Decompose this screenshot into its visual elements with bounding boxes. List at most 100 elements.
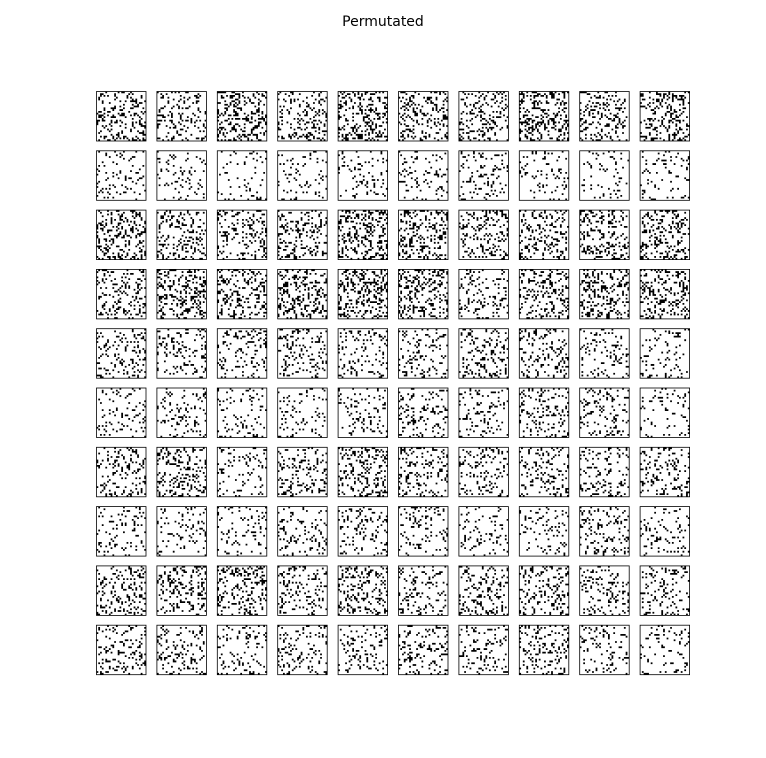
tile-pixels <box>398 565 448 616</box>
tile-frame <box>216 268 268 320</box>
tile-frame <box>518 506 570 557</box>
tile-pixels <box>579 210 630 260</box>
tile-pixels <box>156 91 207 141</box>
tile-frame <box>518 91 570 142</box>
tile-frame <box>458 328 509 379</box>
tile-pixels <box>277 625 328 675</box>
tile-frame <box>518 209 570 261</box>
tile-frame <box>277 565 328 616</box>
tile-frame <box>156 506 207 557</box>
tile-frame <box>458 446 509 498</box>
tile-pixels <box>519 269 569 319</box>
tile-frame <box>96 624 147 676</box>
tile-pixels <box>458 506 509 557</box>
tile-pixels <box>398 91 448 141</box>
tile-frame <box>156 328 207 379</box>
tile-frame <box>277 387 328 438</box>
figure-title: Permutated <box>342 14 424 30</box>
tile-frame <box>277 624 328 676</box>
tile-pixels <box>398 210 448 260</box>
tile-pixels <box>640 210 690 260</box>
tile-pixels <box>640 506 690 557</box>
tile-frame <box>398 268 449 320</box>
tile-pixels <box>640 269 690 319</box>
tile-pixels <box>156 269 207 319</box>
tile-pixels <box>640 328 690 379</box>
tile-pixels <box>277 91 328 141</box>
tile-frame <box>96 387 147 438</box>
tile-pixels <box>338 269 388 319</box>
tile-frame <box>96 268 147 320</box>
tile-frame <box>518 268 570 320</box>
tile-pixels <box>338 210 388 260</box>
tile-frame <box>96 446 147 498</box>
tile-pixels <box>458 150 509 201</box>
tile-pixels <box>277 210 328 260</box>
tile-frame <box>579 565 630 616</box>
tile-frame <box>216 387 268 438</box>
tile-frame <box>156 209 207 261</box>
tile-pixels <box>156 447 207 497</box>
tile-frame <box>639 328 690 379</box>
tile-frame <box>639 387 690 438</box>
tile-pixels <box>458 565 509 616</box>
tile-pixels <box>458 625 509 675</box>
tile-frame <box>216 506 268 557</box>
tile-pixels <box>458 328 509 379</box>
tile-pixels <box>458 388 509 438</box>
tile-frame <box>337 624 389 676</box>
tile-pixels <box>277 388 328 438</box>
tile-frame <box>156 624 207 676</box>
tile-pixels <box>96 210 146 260</box>
tile-pixels <box>277 506 328 557</box>
tile-frame <box>579 506 630 557</box>
tile-pixels <box>96 447 146 497</box>
tile-pixels <box>640 388 690 438</box>
image-grid <box>96 91 690 676</box>
tile-pixels <box>217 269 267 319</box>
tile-pixels <box>338 91 388 141</box>
tile-pixels <box>277 328 328 379</box>
tile-pixels <box>338 447 388 497</box>
tile-pixels <box>640 91 690 141</box>
tile-frame <box>579 150 630 201</box>
tile-frame <box>156 91 207 142</box>
tile-pixels <box>217 328 267 379</box>
tile-frame <box>518 446 570 498</box>
tile-pixels <box>458 269 509 319</box>
tile-pixels <box>156 506 207 557</box>
tile-pixels <box>519 210 569 260</box>
tile-frame <box>216 565 268 616</box>
tile-pixels <box>96 506 146 557</box>
tile-frame <box>639 150 690 201</box>
tile-pixels <box>277 269 328 319</box>
tile-frame <box>458 91 509 142</box>
tile-frame <box>96 91 147 142</box>
tile-pixels <box>277 565 328 616</box>
tile-pixels <box>96 625 146 675</box>
tile-pixels <box>277 150 328 201</box>
tile-pixels <box>156 625 207 675</box>
tile-frame <box>337 565 389 616</box>
tile-frame <box>398 387 449 438</box>
tile-frame <box>398 446 449 498</box>
tile-frame <box>518 387 570 438</box>
tile-frame <box>579 387 630 438</box>
tile-pixels <box>398 506 448 557</box>
tile-pixels <box>96 565 146 616</box>
tile-frame <box>216 446 268 498</box>
tile-pixels <box>277 447 328 497</box>
tile-frame <box>277 91 328 142</box>
tile-pixels <box>640 625 690 675</box>
tile-frame <box>398 506 449 557</box>
tile-pixels <box>217 91 267 141</box>
tile-frame <box>156 387 207 438</box>
tile-pixels <box>519 506 569 557</box>
tile-frame <box>337 91 389 142</box>
tile-pixels <box>217 447 267 497</box>
tile-pixels <box>156 150 207 201</box>
tile-pixels <box>519 447 569 497</box>
tile-pixels <box>519 328 569 379</box>
tile-frame <box>518 328 570 379</box>
